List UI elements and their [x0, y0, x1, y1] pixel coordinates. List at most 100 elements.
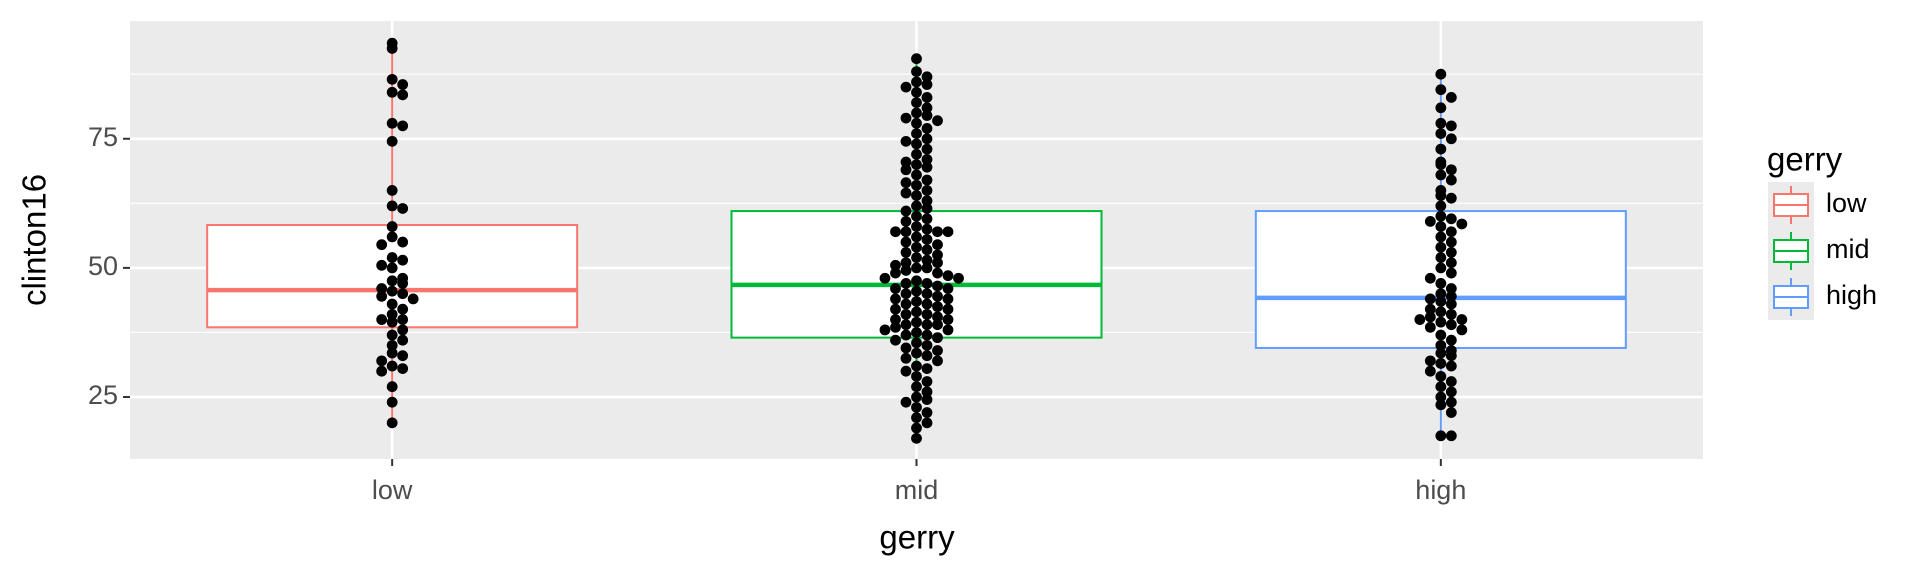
point: [911, 210, 922, 222]
legend-label: mid: [1826, 234, 1870, 264]
point: [1445, 133, 1457, 145]
point: [1435, 159, 1447, 170]
point: [1435, 190, 1447, 201]
point: [407, 293, 419, 305]
point: [376, 290, 388, 302]
point: [942, 293, 954, 305]
point: [376, 314, 388, 325]
point: [932, 257, 943, 269]
point: [911, 169, 922, 181]
point: [900, 342, 912, 354]
point: [1435, 391, 1447, 403]
point: [397, 334, 409, 346]
point: [921, 143, 933, 155]
point: [376, 239, 388, 251]
point: [1435, 262, 1447, 274]
point: [1435, 329, 1447, 341]
point: [1435, 358, 1447, 369]
point: [911, 412, 922, 424]
point: [900, 205, 912, 217]
point: [1435, 128, 1447, 139]
point: [890, 303, 901, 315]
point: [890, 314, 901, 325]
point: [397, 288, 409, 300]
point: [921, 123, 933, 134]
point: [900, 112, 912, 124]
point: [911, 76, 922, 88]
point: [911, 337, 922, 349]
point: [921, 329, 933, 341]
point: [932, 332, 943, 344]
point: [890, 267, 901, 279]
point: [1435, 117, 1447, 129]
point: [932, 280, 943, 292]
legend-label: low: [1826, 188, 1867, 218]
point: [900, 265, 912, 276]
point: [911, 128, 922, 139]
point: [1435, 399, 1447, 411]
y-axis-title: clinton16: [16, 174, 53, 306]
point: [900, 257, 912, 269]
point: [386, 298, 398, 310]
point: [1424, 272, 1436, 284]
point: [1435, 221, 1447, 232]
point: [900, 277, 912, 289]
point: [921, 71, 933, 83]
point: [921, 254, 933, 266]
point: [932, 355, 943, 367]
point: [900, 216, 912, 227]
point: [1445, 290, 1457, 302]
point: [1435, 306, 1447, 318]
point: [932, 345, 943, 356]
point: [921, 161, 933, 173]
point: [1445, 213, 1457, 225]
point: [911, 231, 922, 243]
y-tick-label: 50: [88, 251, 118, 281]
point: [879, 324, 891, 336]
point: [1445, 246, 1457, 258]
point: [921, 417, 933, 429]
point: [1435, 381, 1447, 393]
point: [1435, 210, 1447, 222]
point: [911, 190, 922, 201]
point: [386, 185, 398, 196]
point: [386, 417, 398, 429]
point: [890, 321, 901, 333]
point: [376, 365, 388, 377]
point: [911, 86, 922, 98]
point: [921, 92, 933, 103]
point: [921, 350, 933, 362]
point: [900, 187, 912, 199]
point: [932, 115, 943, 127]
point: [1445, 319, 1457, 331]
point: [900, 164, 912, 176]
point: [932, 267, 943, 279]
point: [953, 272, 964, 284]
point: [921, 185, 933, 196]
point: [1435, 102, 1447, 114]
point: [386, 42, 398, 54]
point: [921, 363, 933, 375]
point: [397, 303, 409, 315]
point: [386, 329, 398, 341]
point: [921, 213, 933, 225]
point: [397, 120, 409, 132]
point: [900, 177, 912, 189]
point: [386, 86, 398, 98]
point: [1445, 174, 1457, 186]
point: [900, 288, 912, 300]
x-tick-label: high: [1415, 475, 1466, 505]
point: [921, 339, 933, 351]
point: [386, 308, 398, 320]
point: [911, 391, 922, 403]
point: [942, 314, 954, 325]
x-tick-label: mid: [895, 475, 939, 505]
point: [386, 396, 398, 408]
point: [932, 301, 943, 313]
point: [911, 66, 922, 78]
point: [1445, 360, 1457, 372]
point: [1445, 120, 1457, 132]
point: [932, 239, 943, 251]
point: [911, 381, 922, 393]
point: [1435, 347, 1447, 359]
